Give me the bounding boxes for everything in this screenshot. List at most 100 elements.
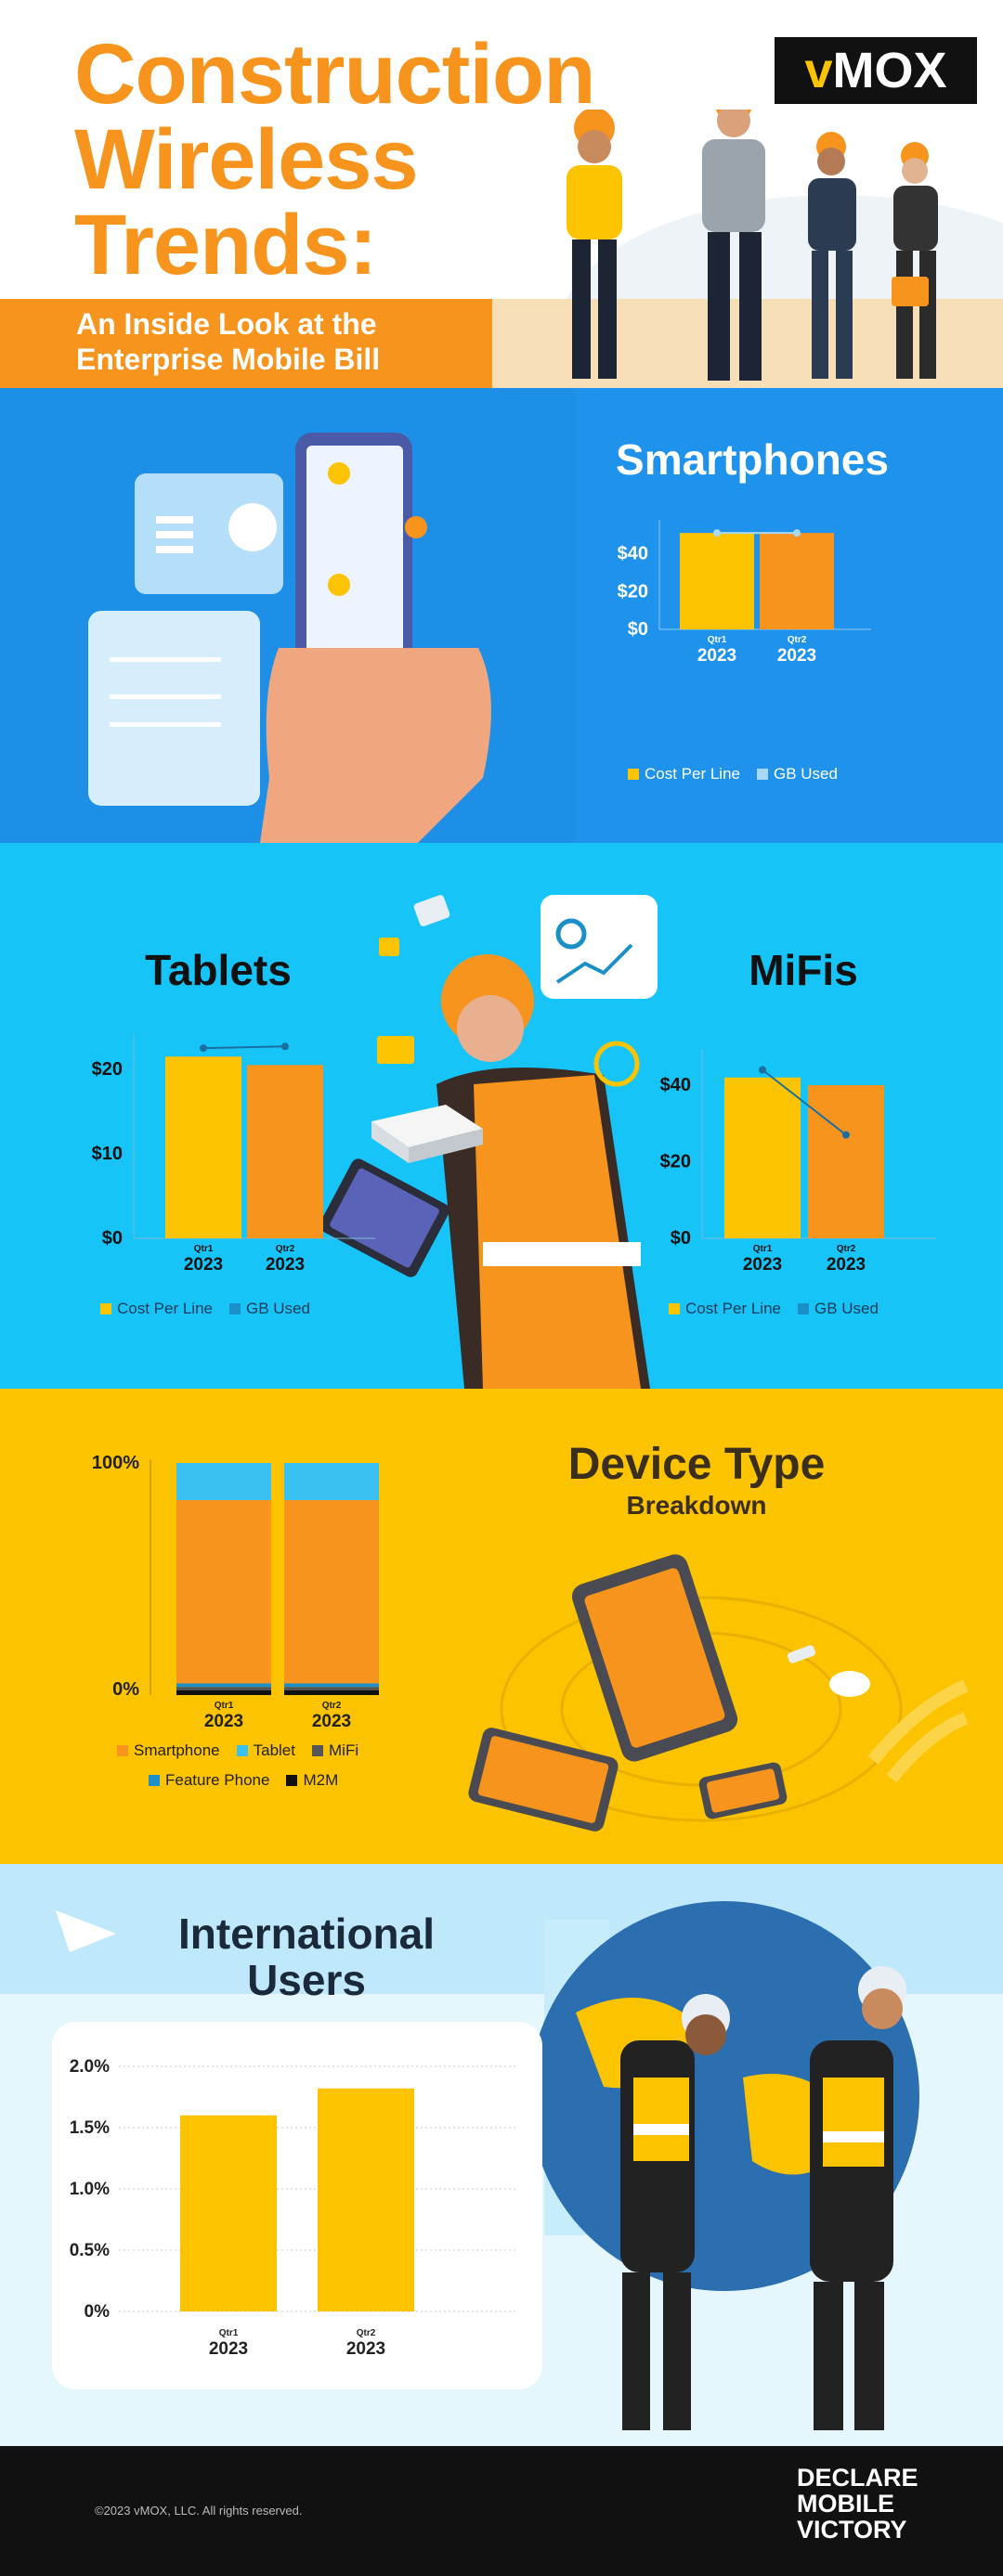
legend-item-cost-per-line: Cost Per Line (100, 1300, 213, 1318)
stacked-bar-segment (176, 1683, 271, 1688)
bar-cost-per-line (247, 1065, 323, 1238)
x-tick-quarter: Qtr2 (837, 1244, 856, 1254)
legend-item-gb-used: GB Used (798, 1300, 879, 1318)
bar-cost-per-line (808, 1085, 884, 1238)
title-line-3: Trends: (74, 198, 377, 292)
legend-swatch (117, 1745, 128, 1756)
legend-item-feature-phone: Feature Phone (149, 1771, 269, 1790)
devices-illustration (468, 1554, 969, 1832)
legend-item-gb-used: GB Used (757, 765, 838, 783)
x-tick-year: 2023 (209, 2339, 248, 2359)
legend-item-tablet: Tablet (236, 1741, 295, 1760)
gb-used-point (200, 1044, 207, 1053)
footer: ©2023 vMOX, LLC. All rights reserved. DE… (0, 2446, 1003, 2576)
legend-swatch (149, 1775, 160, 1786)
gb-used-point (842, 1131, 850, 1139)
copyright-text: ©2023 vMOX, LLC. All rights reserved. (95, 2504, 303, 2518)
subtitle-line-2: Enterprise Mobile Bill (76, 343, 381, 376)
x-tick-year: 2023 (312, 1712, 351, 1731)
x-tick-year: 2023 (346, 2339, 385, 2359)
legend-item-smartphone: Smartphone (117, 1741, 220, 1760)
x-tick-quarter: Qtr1 (215, 1701, 234, 1711)
subtitle-band (0, 299, 492, 388)
y-tick-label: 2.0% (70, 2057, 110, 2077)
x-tick-year: 2023 (827, 1255, 866, 1275)
device-type-legend-row-2: Feature Phone M2M (149, 1771, 338, 1790)
x-tick-year: 2023 (697, 646, 736, 666)
y-tick-label: $40 (660, 1075, 691, 1095)
y-tick-label: $20 (92, 1059, 123, 1080)
legend-item-mifi: MiFi (312, 1741, 358, 1760)
device-type-legend-row-1: Smartphone Tablet MiFi (117, 1741, 358, 1760)
international-heading-line-2: Users (247, 1956, 366, 2004)
y-tick-label: $40 (618, 544, 648, 564)
stacked-bar-segment (284, 1687, 379, 1690)
y-tick-label: $10 (92, 1144, 123, 1164)
smartphones-heading: Smartphones (616, 435, 889, 484)
x-tick-quarter: Qtr2 (276, 1244, 295, 1254)
workers-illustration (567, 110, 938, 381)
x-tick-year: 2023 (266, 1255, 305, 1275)
mifis-heading: MiFis (749, 946, 858, 994)
x-tick-quarter: Qtr1 (708, 635, 727, 645)
stacked-bar-segment (176, 1687, 271, 1690)
gb-used-point (793, 529, 801, 537)
stacked-bar-segment (284, 1500, 379, 1684)
declare-mobile-victory-tagline: DECLARE MOBILE VICTORY (797, 2465, 918, 2543)
tablets-legend: Cost Per Line GB Used (100, 1300, 310, 1318)
device-type-subheading: Breakdown (626, 1491, 767, 1520)
y-tick-label: 0% (112, 1679, 139, 1700)
legend-item-m2m: M2M (286, 1771, 338, 1790)
gb-used-line (762, 1068, 847, 1136)
legend-swatch (669, 1303, 680, 1314)
bar-cost-per-line (165, 1056, 241, 1238)
y-tick-label: $20 (618, 581, 648, 602)
title-line-2: Wireless (74, 112, 419, 207)
x-tick-quarter: Qtr2 (788, 635, 807, 645)
stacked-bar-segment (176, 1463, 271, 1500)
x-tick-year: 2023 (184, 1255, 223, 1275)
tablets-heading: Tablets (145, 946, 292, 994)
stacked-bar-segment (176, 1500, 271, 1684)
gb-used-point (713, 529, 721, 537)
y-tick-label: 1.5% (70, 2118, 110, 2138)
y-tick-label: $0 (102, 1228, 123, 1249)
legend-swatch (757, 769, 768, 780)
tagline-line-2: MOBILE (797, 2490, 894, 2518)
bar-cost-per-line (724, 1077, 801, 1238)
international-users-section: International Users 0% 0.5% 1.0% 1.5% 2.0% Qt… (0, 1864, 1003, 2446)
device-type-section: 100% 0% Qtr1 2023 Qtr2 2023 Smartphone Tablet… (0, 1389, 1003, 1864)
y-tick-label: $0 (628, 619, 648, 640)
gb-used-point (759, 1066, 766, 1074)
x-tick-quarter: Qtr1 (194, 1244, 214, 1254)
smartphones-illustration (88, 388, 1003, 843)
y-tick-label: $0 (671, 1228, 691, 1249)
tablets-mifis-section: Tablets $0 $10 $20 Qtr1 2023 Qtr2 2023 Cost Pe… (0, 843, 1003, 1389)
smartphones-legend: Cost Per Line GB Used (628, 765, 838, 783)
vmox-logo[interactable]: vMOX (775, 37, 977, 104)
stacked-bar-segment (284, 1463, 379, 1500)
tagline-line-3: VICTORY (797, 2516, 907, 2544)
x-tick-quarter: Qtr2 (357, 2328, 376, 2338)
legend-swatch (236, 1745, 248, 1756)
subtitle-line-1: An Inside Look at the (76, 307, 377, 341)
legend-swatch (628, 769, 639, 780)
legend-swatch (100, 1303, 111, 1314)
legend-item-cost-per-line: Cost Per Line (628, 765, 740, 783)
legend-swatch (229, 1303, 241, 1314)
tagline-line-1: DECLARE (797, 2464, 918, 2492)
international-chart-panel: 0% 0.5% 1.0% 1.5% 2.0% Qtr1 2023 Qtr2 2023 (52, 2022, 542, 2389)
bar-cost-per-line (760, 533, 834, 629)
legend-swatch (798, 1303, 809, 1314)
x-tick-year: 2023 (204, 1712, 243, 1731)
legend-item-gb-used: GB Used (229, 1300, 310, 1318)
stacked-bar-segment (284, 1690, 379, 1695)
legend-item-cost-per-line: Cost Per Line (669, 1300, 781, 1318)
bar-international-users (318, 2088, 414, 2311)
gb-used-point (281, 1042, 289, 1051)
legend-swatch (286, 1775, 298, 1786)
smartphones-section: Smartphones $0 $20 $40 Qtr1 2023 Qtr2 2023 Cos… (0, 388, 1003, 843)
